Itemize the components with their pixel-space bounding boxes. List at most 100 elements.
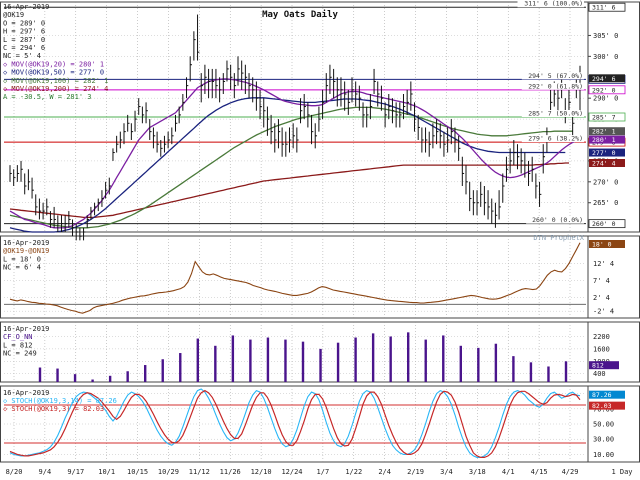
price-y-tick-label: 305' 0 xyxy=(593,32,618,40)
spread-legend-line: 16-Apr-2019 xyxy=(3,239,49,247)
x-tick-label: 11/12 xyxy=(189,468,210,476)
price-legend-line: H = 297' 6 xyxy=(3,28,45,36)
x-tick-label: 1/22 xyxy=(345,468,362,476)
oi-legend-line: L = 812 xyxy=(3,341,33,349)
x-tick-label: 4/15 xyxy=(531,468,548,476)
price-y-tick-label: 290' 0 xyxy=(593,95,618,103)
fib-axis-label: 260' 0 xyxy=(592,220,616,228)
grid-layer xyxy=(0,1,640,463)
fib-label-bg xyxy=(521,135,584,143)
fib-level-label: 279' 6 (38.2%) xyxy=(528,135,583,143)
watermark: DTN ProphetX xyxy=(533,234,584,242)
fib-axis-box xyxy=(588,85,626,95)
spread-legend-line: NC = 6' 4 xyxy=(3,264,41,272)
price-legend-line: O = 289' 0 xyxy=(3,19,45,27)
price-y-tick-label: 300' 0 xyxy=(593,53,618,61)
x-tick-label: 4/1 xyxy=(502,468,515,476)
oi-legend-line: CF_O_NN xyxy=(3,333,33,341)
x-tick-label: 12/10 xyxy=(251,468,272,476)
x-tick-label: 11/26 xyxy=(220,468,241,476)
stoch-k-badge xyxy=(589,390,625,399)
x-tick-label: 12/24 xyxy=(281,468,302,476)
stoch-d-legend: ◇ STOCH(@OK19,3) = 82.03 xyxy=(3,405,104,413)
ma-legend-entry: ◇ MOV(@OK19,200) = 274' 4 xyxy=(3,85,108,93)
oi-legend-line: NC = 249 xyxy=(3,350,37,358)
x-tick-label: 2/4 xyxy=(378,468,391,476)
price-axis-badge xyxy=(589,159,625,167)
fib-label-bg xyxy=(521,72,584,80)
oi-last-badge-label: 812 xyxy=(592,362,604,370)
price-axis-badge-label: 274' 4 xyxy=(592,160,616,168)
stoch-d-badge-label: 82.03 xyxy=(592,402,612,410)
oi-y-tick-label: 1600 xyxy=(593,345,610,353)
price-y-tick-label: 265' 0 xyxy=(593,199,618,207)
spread-last-badge xyxy=(589,240,625,248)
price-y-tick-label: 270' 0 xyxy=(593,178,618,186)
price-axis-badge xyxy=(589,74,625,83)
stoch-k-series-line xyxy=(9,388,581,458)
stoch-d-badge xyxy=(589,401,625,410)
stoch-y-tick-label: 30.00 xyxy=(593,436,614,444)
x-tick-label: 9/4 xyxy=(39,468,52,476)
price-axis-badge xyxy=(589,135,625,144)
ma-legend-entry: ◇ MOV(@OK19,20) = 280' 1 xyxy=(3,60,104,68)
spread-series-line xyxy=(9,242,581,314)
spread-y-tick-label: 12' 4 xyxy=(593,260,614,268)
fib-level-label: 285' 7 (50.0%) xyxy=(528,110,583,118)
stoch-legend-date: 16-Apr-2019 xyxy=(3,389,49,397)
x-tick-label: 3/4 xyxy=(440,468,453,476)
spread-last-badge-label: 18' 0 xyxy=(592,241,612,249)
x-footer-label: 1 Day xyxy=(611,468,632,476)
price-legend-line: L = 287' 0 xyxy=(3,36,45,44)
ma-legend-entry: ◇ MOV(@OK19,50) = 277' 0 xyxy=(3,69,104,77)
x-tick-label: 9/17 xyxy=(67,468,84,476)
stoch-k-legend: ◇ STOCH(@OK19,3,14) = 87.26 xyxy=(3,397,117,405)
fib-label-bg xyxy=(517,0,584,8)
price-axis-badge xyxy=(589,148,625,157)
fib-level-label: 294' 5 (67.0%) xyxy=(528,72,583,80)
ma200-series-line xyxy=(9,162,569,219)
price-legend-line: @OK19 xyxy=(3,11,24,19)
fib-label-bg xyxy=(521,110,584,117)
price-axis-badge-label: 277' 0 xyxy=(592,149,616,157)
fib-label-bg xyxy=(521,82,584,90)
stoch-y-tick-label: 50.00 xyxy=(593,421,614,429)
fib-axis-label: 292' 0 xyxy=(592,86,616,94)
price-legend-line: C = 294' 6 xyxy=(3,44,45,52)
x-tick-label: 1/7 xyxy=(317,468,330,476)
spread-y-tick-label: -2' 4 xyxy=(593,308,614,316)
price-legend-date: 16-Apr-2019 xyxy=(3,3,49,11)
fib-axis-label: 311' 6 xyxy=(592,4,616,12)
fib-axis-box xyxy=(588,219,626,229)
spread-legend-line: @OK19-@ON19 xyxy=(3,247,49,255)
fib-level-label: 311' 6 (100.0%) xyxy=(524,0,583,8)
price-axis-badge-label: 282' 1 xyxy=(592,128,616,136)
fib-axis-label: 285' 7 xyxy=(592,114,616,122)
oi-last-badge xyxy=(589,361,619,370)
ma100-series-line xyxy=(9,106,573,229)
x-tick-label: 8/20 xyxy=(6,468,23,476)
chart-title: May Oats Daily xyxy=(262,9,338,20)
price-axis-badge-label: 294' 6 xyxy=(592,75,616,83)
oi-legend-line: 16-Apr-2019 xyxy=(3,325,49,333)
spread-y-tick-label: 7' 4 xyxy=(593,277,610,285)
x-tick-label: 3/18 xyxy=(469,468,486,476)
marks-layer xyxy=(4,6,586,458)
fib-axis-box xyxy=(588,2,626,12)
fib-level-label: 292' 0 (61.8%) xyxy=(528,82,583,90)
stoch-d-series-line xyxy=(9,389,581,458)
price-axis-badge-label: 280' 1 xyxy=(592,136,616,144)
fib-level-label: 260' 0 (0.0%) xyxy=(532,216,583,224)
spread-legend-line: L = 18' 0 xyxy=(3,255,41,263)
ma-legend-entry: ◇ MOV(@OK19,100) = 282' 1 xyxy=(3,77,108,85)
text-layer: 8/20 9/4 9/17 10/1 10/15 10/29 11/12 11/26 12/10… xyxy=(3,0,633,476)
range-legend-entry: A = -30.5, W = 281' 3 xyxy=(3,93,92,101)
x-tick-label: 10/1 xyxy=(98,468,115,476)
x-tick-label: 10/15 xyxy=(127,468,148,476)
x-tick-label: 4/29 xyxy=(562,468,579,476)
price-legend-line: NC = 5' 4 xyxy=(3,52,41,60)
spread-y-tick-label: 2' 4 xyxy=(593,294,610,302)
stoch-k-badge-label: 87.26 xyxy=(592,391,612,399)
oi-y-tick-label: 2200 xyxy=(593,333,610,341)
